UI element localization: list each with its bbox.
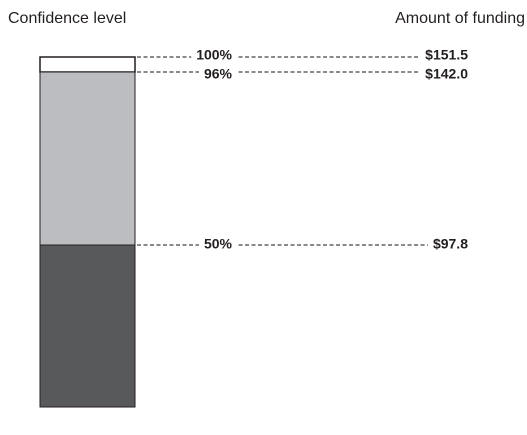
funding-label: $151.5 bbox=[425, 47, 468, 63]
funding-label: $142.0 bbox=[425, 66, 468, 82]
confidence-label: 96% bbox=[204, 66, 233, 82]
confidence-label: 50% bbox=[204, 236, 233, 252]
confidence-label: 100% bbox=[196, 47, 232, 63]
bottom-segment bbox=[39, 244, 136, 408]
funding-label: $97.8 bbox=[433, 236, 468, 252]
middle-segment bbox=[39, 71, 136, 246]
right-header: Amount of funding bbox=[395, 10, 525, 27]
top-segment bbox=[39, 56, 136, 73]
left-header: Confidence level bbox=[8, 10, 126, 27]
